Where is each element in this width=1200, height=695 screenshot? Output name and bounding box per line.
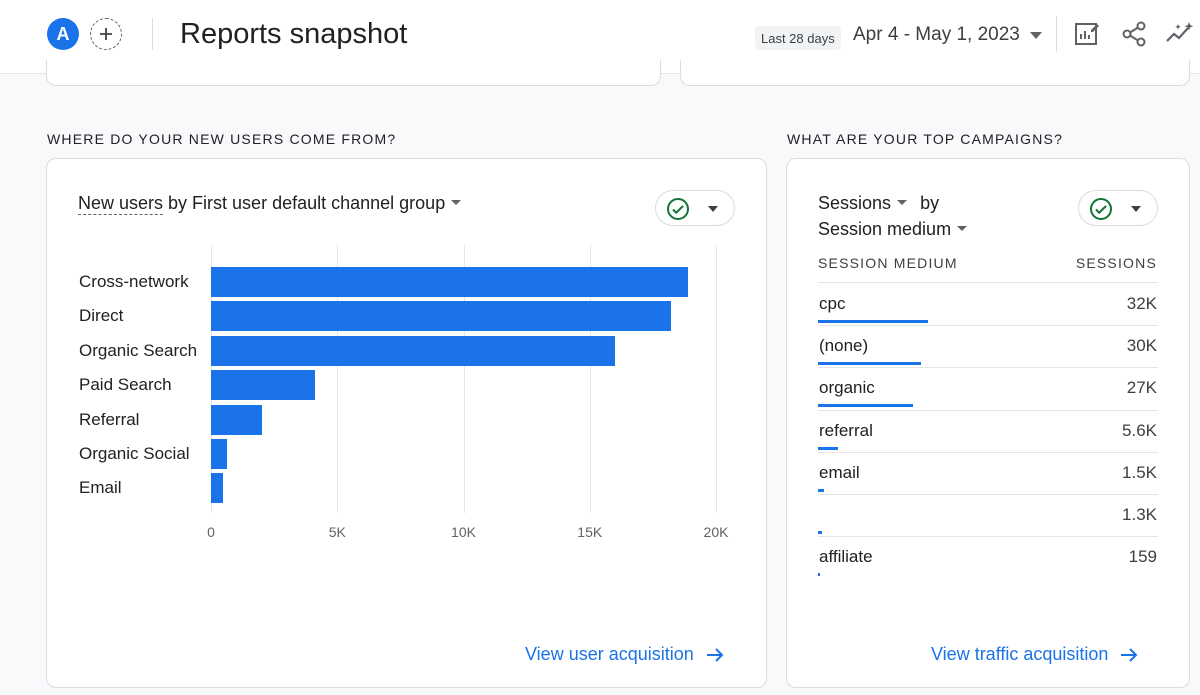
x-axis-tick-label: 0 [207,524,215,540]
category-label: Email [79,478,122,498]
new-users-section-title: WHERE DO YOUR NEW USERS COME FROM? [47,131,397,147]
dimension-heading: Session medium [818,219,968,240]
arrow-right-icon [1121,647,1138,662]
category-label: Paid Search [79,375,172,395]
chart-bar[interactable] [211,404,262,435]
dimension-selector[interactable]: by First user default channel group [168,193,446,213]
share-icon [1122,21,1146,47]
chevron-down-icon[interactable] [897,199,908,205]
header-divider [1056,16,1057,52]
x-axis-tick-label: 15K [577,524,603,540]
arrow-right-icon [706,647,724,662]
category-label: Organic Search [79,340,198,360]
card-status-dropdown[interactable] [655,190,735,226]
row-divider [818,325,1158,327]
card-status-dropdown[interactable] [1078,190,1158,226]
row-share-bar [818,531,823,534]
row-share-bar [818,404,913,408]
check-circle-icon [667,198,689,220]
edit-chart-icon [1075,23,1099,45]
x-axis-tick-label: 5K [328,524,346,540]
metric-selector[interactable]: New users [78,193,164,215]
check-circle-icon [1090,198,1112,220]
date-preset-chip[interactable]: Last 28 days [755,26,841,50]
chart-bar[interactable] [211,473,224,504]
page-title: Reports snapshot [180,18,408,50]
chart-bar[interactable] [211,335,615,366]
link-label: View traffic acquisition [931,644,1109,664]
row-medium-label: affiliate [819,547,873,567]
row-divider [818,367,1158,369]
row-share-bar [818,320,928,323]
row-medium-label: organic [819,378,875,398]
view-user-acquisition-link[interactable]: View user acquisition [525,644,724,665]
x-axis-tick-label: 20K [703,524,729,540]
row-sessions-value: 159 [1128,547,1157,567]
share-button[interactable] [1118,18,1150,50]
chevron-down-icon[interactable] [957,225,968,231]
chevron-down-icon[interactable] [1030,32,1042,40]
top-campaigns-card [786,158,1190,688]
row-divider [818,409,1158,411]
row-medium-label: (none) [819,336,869,356]
chart-bar[interactable] [211,267,689,297]
new-users-card [46,158,767,688]
date-range-selector[interactable]: Apr 4 - May 1, 2023 [853,24,1020,45]
top-campaigns-section-title: WHAT ARE YOUR TOP CAMPAIGNS? [787,131,1064,147]
table-heading: Sessions by [818,193,939,214]
customize-report-button[interactable] [1071,18,1103,50]
category-label: Referral [79,409,140,429]
chart-gridline [716,245,717,513]
chart-heading: New users by First user default channel … [78,193,462,215]
insights-button[interactable] [1164,18,1196,50]
avatar-letter: A [56,23,70,44]
row-share-bar [818,573,820,577]
chevron-down-icon [708,206,718,212]
previous-card-bottom [680,60,1190,86]
chart-bar[interactable] [211,301,671,332]
link-label: View user acquisition [525,644,694,664]
plus-icon [100,28,112,40]
category-label: Organic Social [79,444,190,463]
chevron-down-icon [1131,206,1141,212]
row-medium-label: cpc [819,294,846,313]
row-sessions-value: 1.5K [1122,462,1157,482]
previous-card-bottom [46,60,661,86]
x-axis-tick-label: 10K [451,524,476,540]
row-divider [818,494,1158,495]
row-divider [818,451,1158,453]
row-medium-label: referral [819,420,873,440]
category-label: Cross-network [79,272,189,291]
chart-gridline [589,245,591,513]
by-label: by [920,193,940,213]
dimension-selector[interactable]: Session medium [818,219,952,239]
metric-selector[interactable]: Sessions [818,193,892,213]
chart-gridline [337,245,339,513]
insights-icon [1166,22,1194,42]
row-medium-label: email [819,462,860,482]
chart-bar[interactable] [211,370,315,401]
row-sessions-value: 1.3K [1122,505,1157,524]
column-header-session-medium[interactable]: SESSION MEDIUM [818,255,958,271]
row-share-bar [818,362,922,366]
row-share-bar [818,488,824,492]
account-avatar[interactable]: A [47,18,79,50]
row-sessions-value: 32K [1126,294,1157,313]
row-sessions-value: 27K [1126,378,1157,398]
row-share-bar [818,446,838,450]
row-sessions-value: 30K [1126,336,1157,356]
view-traffic-acquisition-link[interactable]: View traffic acquisition [931,644,1138,665]
row-divider [818,536,1158,538]
row-sessions-value: 5.6K [1122,420,1157,440]
add-comparison-button[interactable] [90,18,122,50]
table-header-divider [818,282,1158,283]
header-divider [152,18,153,50]
chevron-down-icon[interactable] [451,199,462,205]
chart-gridline [463,245,465,513]
chart-bar[interactable] [211,439,228,469]
category-label: Direct [79,306,124,326]
column-header-sessions[interactable]: SESSIONS [1075,255,1157,271]
